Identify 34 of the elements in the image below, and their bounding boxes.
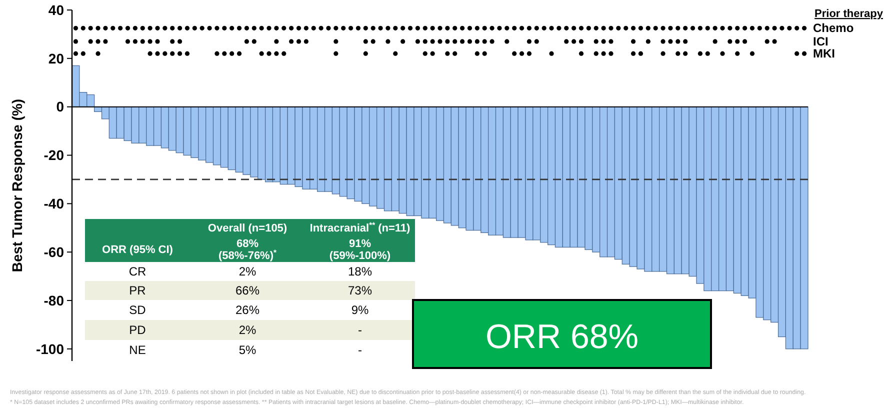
annotation: ORR 68% [485, 318, 639, 356]
annotation: CR [128, 264, 146, 279]
annotation: 18% [348, 264, 372, 279]
y-tick-label: 0 [56, 98, 64, 115]
y-tick-label: -20 [44, 147, 64, 164]
annotation: 66% [235, 284, 260, 298]
y-tick-label: 20 [48, 50, 64, 66]
annotation: ORR (95% CI) [102, 244, 174, 256]
annotation: 91% (59%-100%) [329, 238, 391, 262]
annotation: 73% [348, 284, 372, 298]
legend-title: Prior therapy [814, 8, 884, 20]
annotation: 26% [235, 303, 260, 318]
annotation: Intracranial$^{**}$ (n=11) [310, 220, 411, 234]
annotation: PR [129, 284, 146, 298]
annotation: NE [129, 343, 146, 358]
y-tick-label: -80 [44, 292, 64, 308]
annotation: 2% [238, 264, 256, 279]
annotation: PD [129, 323, 146, 338]
y-tick-label: -100 [36, 340, 64, 357]
annotation: SD [129, 303, 146, 318]
annotation: Overall (n=105) [208, 222, 288, 234]
annotation: - [358, 323, 362, 338]
annotation: - [358, 343, 362, 358]
annotation: 2% [238, 323, 256, 338]
series-label: MKI [813, 46, 835, 61]
text: ICI [813, 34, 828, 48]
series-label: Chemo [813, 21, 854, 36]
y-tick-label: -60 [44, 244, 64, 260]
y-axis-title: Best Tumor Response (%) [9, 98, 25, 272]
y-tick-label: 40 [48, 2, 64, 18]
annotation: 68% (58%-76%)$^{*}$ [218, 238, 277, 262]
y-tick-label: -40 [44, 196, 64, 212]
annotation: 9% [351, 303, 369, 318]
annotation: 5% [238, 343, 256, 358]
